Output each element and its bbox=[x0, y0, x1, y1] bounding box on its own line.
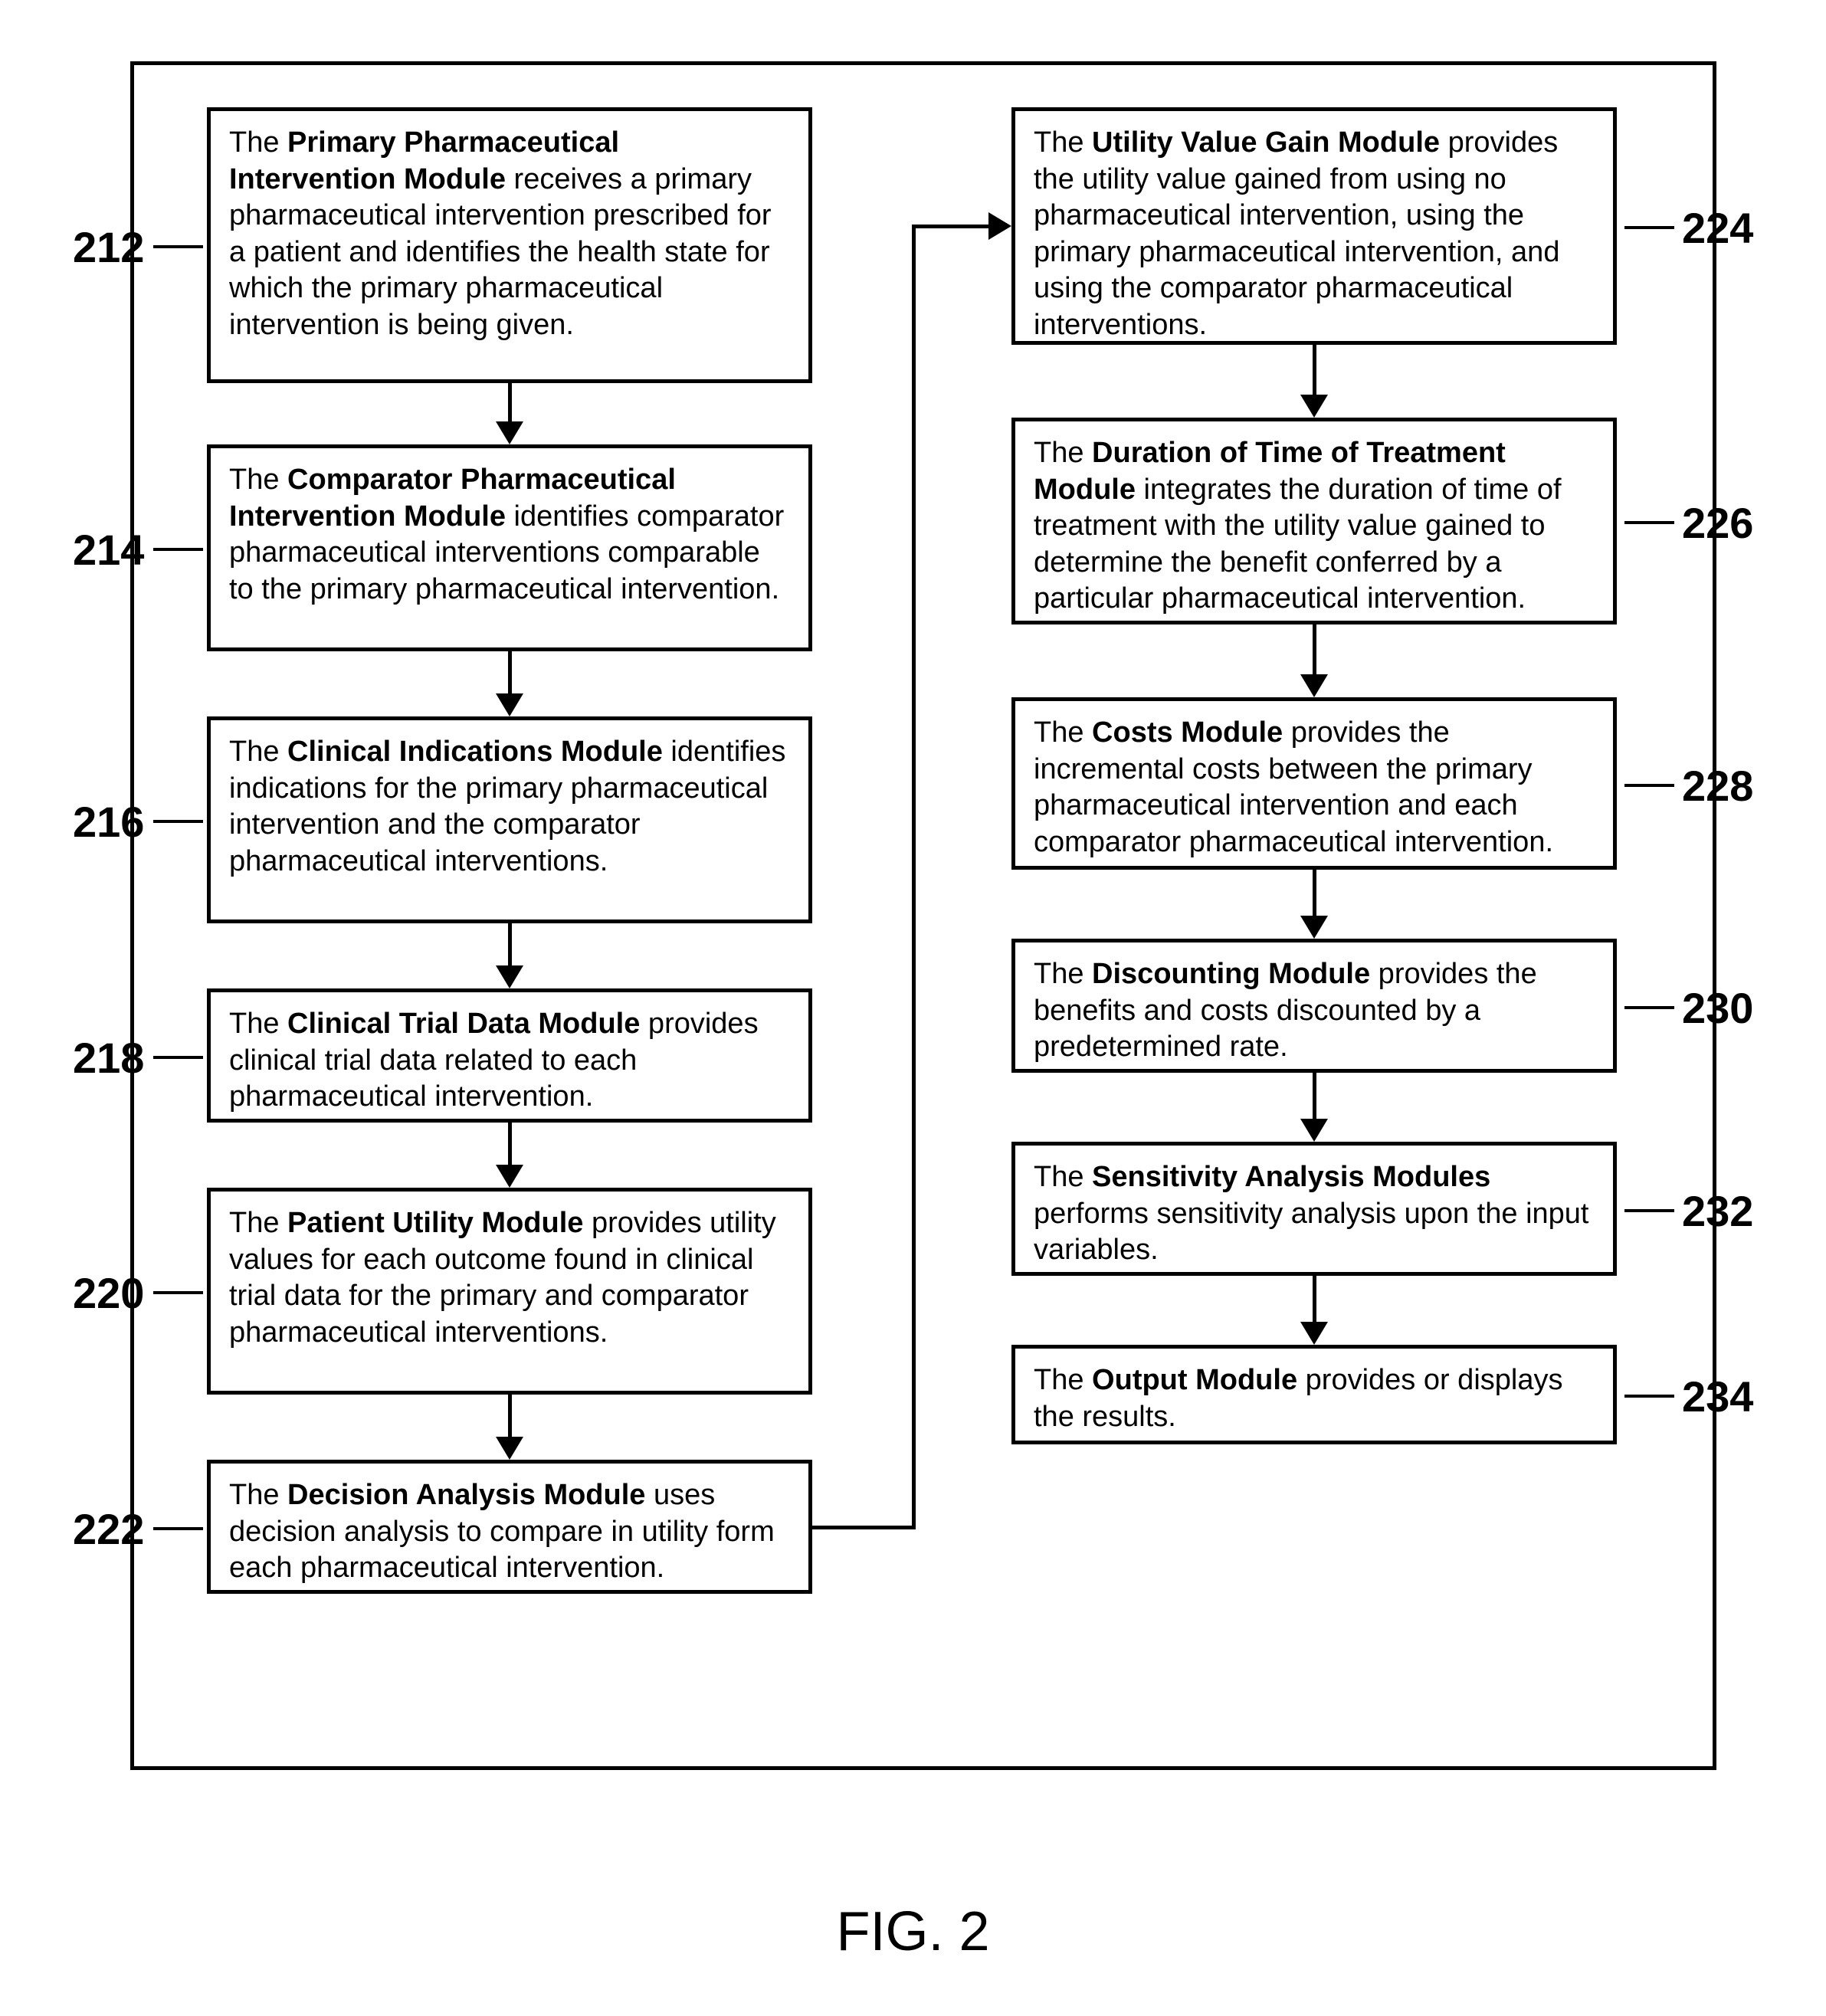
leader-222 bbox=[153, 1527, 203, 1530]
leader-230 bbox=[1624, 1006, 1674, 1009]
ref-234: 234 bbox=[1682, 1372, 1753, 1421]
leader-232 bbox=[1624, 1209, 1674, 1212]
ref-218: 218 bbox=[73, 1033, 144, 1083]
ref-226: 226 bbox=[1682, 498, 1753, 548]
flow-node-234: The Output Module provides or displays t… bbox=[1011, 1345, 1617, 1444]
flow-node-222: The Decision Analysis Module uses decisi… bbox=[207, 1460, 812, 1594]
flow-node-224: The Utility Value Gain Module provides t… bbox=[1011, 107, 1617, 345]
ref-228: 228 bbox=[1682, 761, 1753, 811]
leader-226 bbox=[1624, 521, 1674, 524]
arrow-n212-n214 bbox=[496, 421, 523, 444]
edge-n232-n234 bbox=[1313, 1276, 1316, 1326]
edge-n212-n214 bbox=[508, 383, 512, 425]
ref-212: 212 bbox=[73, 222, 144, 272]
flow-node-232: The Sensitivity Analysis Modules perform… bbox=[1011, 1142, 1617, 1276]
ref-232: 232 bbox=[1682, 1186, 1753, 1236]
elbow-3 bbox=[912, 225, 992, 228]
edge-n218-n220 bbox=[508, 1123, 512, 1169]
edge-n214-n216 bbox=[508, 651, 512, 697]
edge-n226-n228 bbox=[1313, 624, 1316, 678]
arrow-n214-n216 bbox=[496, 693, 523, 716]
leader-228 bbox=[1624, 784, 1674, 787]
elbow-1 bbox=[812, 1526, 916, 1529]
leader-214 bbox=[153, 548, 203, 551]
arrow-n216-n218 bbox=[496, 965, 523, 988]
flowchart-canvas: FIG. 2 The Primary Pharmaceutical Interv… bbox=[0, 0, 1826, 2016]
ref-220: 220 bbox=[73, 1268, 144, 1318]
flow-node-218: The Clinical Trial Data Module provides … bbox=[207, 988, 812, 1123]
leader-234 bbox=[1624, 1395, 1674, 1398]
flow-node-214: The Comparator Pharmaceutical Interventi… bbox=[207, 444, 812, 651]
elbow-2 bbox=[912, 225, 916, 1528]
ref-214: 214 bbox=[73, 525, 144, 575]
arrow-n228-n230 bbox=[1300, 916, 1328, 939]
arrow-n220-n222 bbox=[496, 1437, 523, 1460]
arrow-n226-n228 bbox=[1300, 674, 1328, 697]
arrow-n218-n220 bbox=[496, 1165, 523, 1188]
flow-node-216: The Clinical Indications Module identifi… bbox=[207, 716, 812, 923]
edge-n230-n232 bbox=[1313, 1073, 1316, 1123]
flow-node-228: The Costs Module provides the incrementa… bbox=[1011, 697, 1617, 870]
arrow-n230-n232 bbox=[1300, 1119, 1328, 1142]
ref-222: 222 bbox=[73, 1504, 144, 1554]
leader-224 bbox=[1624, 226, 1674, 229]
figure-label: FIG. 2 bbox=[0, 1900, 1826, 1963]
edge-n220-n222 bbox=[508, 1395, 512, 1441]
arrow-elbow bbox=[988, 212, 1011, 240]
flow-node-230: The Discounting Module provides the bene… bbox=[1011, 939, 1617, 1073]
leader-216 bbox=[153, 820, 203, 823]
leader-220 bbox=[153, 1291, 203, 1294]
arrow-n232-n234 bbox=[1300, 1322, 1328, 1345]
flow-node-220: The Patient Utility Module provides util… bbox=[207, 1188, 812, 1395]
ref-224: 224 bbox=[1682, 203, 1753, 253]
arrow-n224-n226 bbox=[1300, 395, 1328, 418]
ref-216: 216 bbox=[73, 797, 144, 847]
edge-n216-n218 bbox=[508, 923, 512, 969]
edge-n224-n226 bbox=[1313, 345, 1316, 398]
flow-node-212: The Primary Pharmaceutical Intervention … bbox=[207, 107, 812, 383]
leader-218 bbox=[153, 1056, 203, 1059]
leader-212 bbox=[153, 245, 203, 248]
flow-node-226: The Duration of Time of Treatment Module… bbox=[1011, 418, 1617, 624]
ref-230: 230 bbox=[1682, 983, 1753, 1033]
edge-n228-n230 bbox=[1313, 870, 1316, 919]
